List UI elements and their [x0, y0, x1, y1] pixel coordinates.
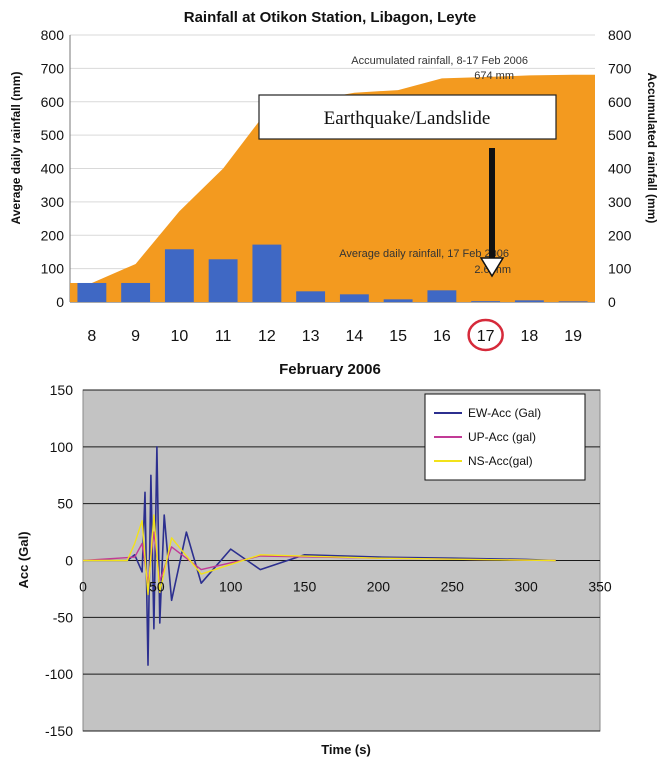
day-tick-label: 15 — [389, 328, 407, 345]
acc-tick-label: 100 — [50, 439, 74, 455]
legend-label: UP-Acc (gal) — [468, 430, 536, 444]
day-tick-label: 8 — [87, 328, 96, 345]
rainfall-chart: Rainfall at Otikon Station, Libagon, Ley… — [9, 9, 659, 378]
acceleration-series — [82, 445, 556, 666]
time-tick-label: 250 — [441, 579, 465, 595]
bar-day-17 — [471, 301, 501, 302]
left-tick-label: 700 — [41, 60, 65, 76]
event-arrow-shaft — [489, 148, 495, 258]
bar-day-15 — [383, 299, 413, 302]
left-tick-label: 400 — [41, 161, 65, 177]
day-tick-label: 13 — [302, 328, 320, 345]
time-tick-label: 100 — [219, 579, 243, 595]
rainfall-left-axis-label: Average daily rainfall (mm) — [9, 72, 23, 225]
rainfall-chart-title: Rainfall at Otikon Station, Libagon, Ley… — [184, 9, 477, 26]
acceleration-chart: -150 -100 -50 0 50 100 150 0 50 100 150 200 250 300 3… — [16, 382, 612, 757]
time-tick-label: 0 — [79, 579, 87, 595]
bar-day-11 — [208, 259, 238, 302]
day-tick-label: 10 — [170, 328, 188, 345]
left-tick-label: 200 — [41, 227, 65, 243]
legend-label: NS-Acc(gal) — [468, 454, 533, 468]
event-arrow-head — [479, 257, 505, 278]
right-tick-label: 0 — [608, 294, 616, 310]
time-tick-label: 150 — [293, 579, 317, 595]
right-tick-label: 100 — [608, 261, 632, 277]
acceleration-legend: EW-Acc (Gal) UP-Acc (gal) NS-Acc(gal) — [424, 393, 586, 481]
day-tick-label: 19 — [564, 328, 582, 345]
day-axis-ticks: 8 9 10 11 12 13 14 15 16 17 18 19 — [87, 328, 582, 345]
right-tick-label: 200 — [608, 227, 632, 243]
bar-day-10 — [164, 249, 194, 302]
time-axis-ticks: 0 50 100 150 200 250 300 350 — [79, 579, 612, 595]
left-tick-label: 300 — [41, 194, 65, 210]
bar-day-16 — [427, 290, 457, 302]
bar-day-19 — [558, 301, 588, 302]
daily-annotation-line1: Average daily rainfall, 17 Feb 2006 — [339, 248, 509, 260]
left-tick-label: 100 — [41, 261, 65, 277]
acc-axis-label: Acc (Gal) — [16, 531, 31, 588]
event-callout: Earthquake/Landslide — [258, 94, 557, 278]
series-line-2 — [82, 531, 556, 584]
bar-day-13 — [296, 291, 326, 302]
bar-day-14 — [339, 294, 369, 302]
right-tick-label: 300 — [608, 194, 632, 210]
acc-tick-label: -100 — [45, 666, 73, 682]
event-label-box — [258, 94, 557, 140]
right-tick-label: 800 — [608, 27, 632, 43]
series-line-3 — [83, 514, 556, 596]
legend-items: EW-Acc (Gal) UP-Acc (gal) NS-Acc(gal) — [434, 406, 541, 468]
right-tick-label: 600 — [608, 94, 632, 110]
bar-day-8 — [77, 282, 107, 302]
time-tick-label: 350 — [588, 579, 612, 595]
daily-rainfall-bars — [77, 244, 588, 302]
acc-tick-label: -150 — [45, 723, 73, 739]
accumulated-annotation-line2: 674 mm — [474, 70, 514, 82]
acc-tick-label: 150 — [50, 382, 74, 398]
day-tick-label: 17 — [477, 328, 495, 345]
right-tick-label: 400 — [608, 161, 632, 177]
bar-day-9 — [121, 282, 151, 302]
right-tick-label: 500 — [608, 127, 632, 143]
event-label: Earthquake/Landslide — [324, 108, 491, 129]
right-axis-ticks: 0 100 200 300 400 500 600 700 800 — [608, 27, 632, 310]
left-axis-ticks: 0 100 200 300 400 500 600 700 800 — [41, 27, 65, 310]
left-tick-label: 800 — [41, 27, 65, 43]
rainfall-x-axis-label: February 2006 — [279, 361, 381, 378]
acc-tick-label: 0 — [65, 553, 73, 569]
legend-label: EW-Acc (Gal) — [468, 406, 541, 420]
acc-tick-label: -50 — [53, 609, 73, 625]
day-tick-label: 16 — [433, 328, 451, 345]
time-tick-label: 50 — [149, 579, 165, 595]
highlight-circle — [467, 318, 504, 352]
day-tick-label: 12 — [258, 328, 276, 345]
acc-tick-label: 50 — [57, 496, 73, 512]
acceleration-gridlines — [83, 389, 600, 732]
day-tick-label: 18 — [520, 328, 538, 345]
right-tick-label: 700 — [608, 60, 632, 76]
time-tick-label: 200 — [367, 579, 391, 595]
acc-axis-ticks: -150 -100 -50 0 50 100 150 — [45, 382, 73, 739]
left-tick-label: 0 — [56, 294, 64, 310]
day-tick-label: 11 — [215, 328, 232, 345]
bar-day-18 — [514, 300, 544, 302]
accumulated-annotation-line1: Accumulated rainfall, 8-17 Feb 2006 — [351, 55, 528, 67]
day-tick-label: 14 — [345, 328, 363, 345]
day-tick-label: 9 — [131, 328, 140, 345]
time-tick-label: 300 — [514, 579, 538, 595]
left-tick-label: 600 — [41, 94, 65, 110]
time-axis-label: Time (s) — [321, 742, 371, 757]
left-tick-label: 500 — [41, 127, 65, 143]
bar-day-12 — [252, 244, 282, 302]
rainfall-right-axis-label: Accumulated rainfall (mm) — [645, 73, 659, 224]
